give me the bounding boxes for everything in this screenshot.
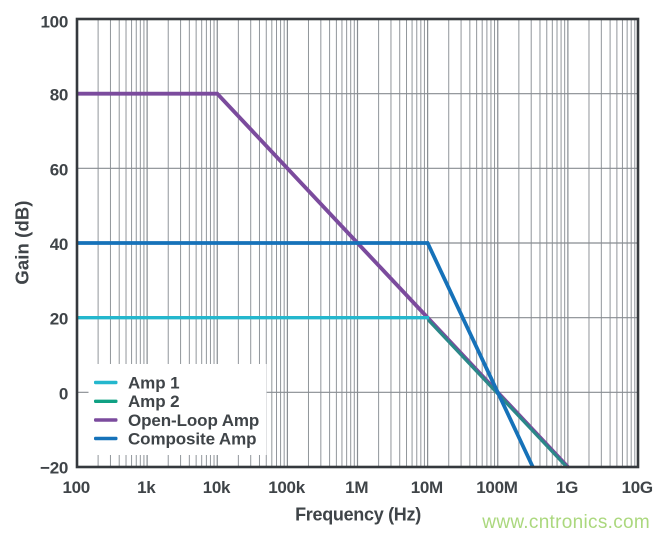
svg-text:Composite Amp: Composite Amp (128, 429, 256, 448)
svg-text:Frequency (Hz): Frequency (Hz) (295, 505, 421, 525)
svg-text:www.cntronics.com: www.cntronics.com (481, 512, 650, 533)
svg-text:10G: 10G (622, 478, 653, 497)
svg-text:40: 40 (50, 235, 68, 254)
svg-text:10k: 10k (203, 478, 231, 497)
svg-text:1M: 1M (345, 478, 368, 497)
svg-text:Amp 1: Amp 1 (128, 373, 179, 392)
svg-text:100M: 100M (476, 478, 517, 497)
svg-text:0: 0 (59, 384, 68, 403)
svg-text:10M: 10M (411, 478, 443, 497)
svg-text:Amp 2: Amp 2 (128, 392, 179, 411)
svg-text:60: 60 (50, 160, 68, 179)
svg-text:20: 20 (50, 310, 68, 329)
svg-text:−20: −20 (40, 459, 68, 478)
svg-text:100: 100 (41, 13, 68, 32)
svg-text:80: 80 (50, 86, 68, 105)
svg-text:100: 100 (62, 478, 89, 497)
svg-text:100k: 100k (268, 478, 305, 497)
svg-text:Open-Loop Amp: Open-Loop Amp (128, 411, 259, 430)
svg-text:1G: 1G (556, 478, 578, 497)
svg-text:Gain (dB): Gain (dB) (12, 200, 33, 284)
svg-text:1k: 1k (137, 478, 156, 497)
